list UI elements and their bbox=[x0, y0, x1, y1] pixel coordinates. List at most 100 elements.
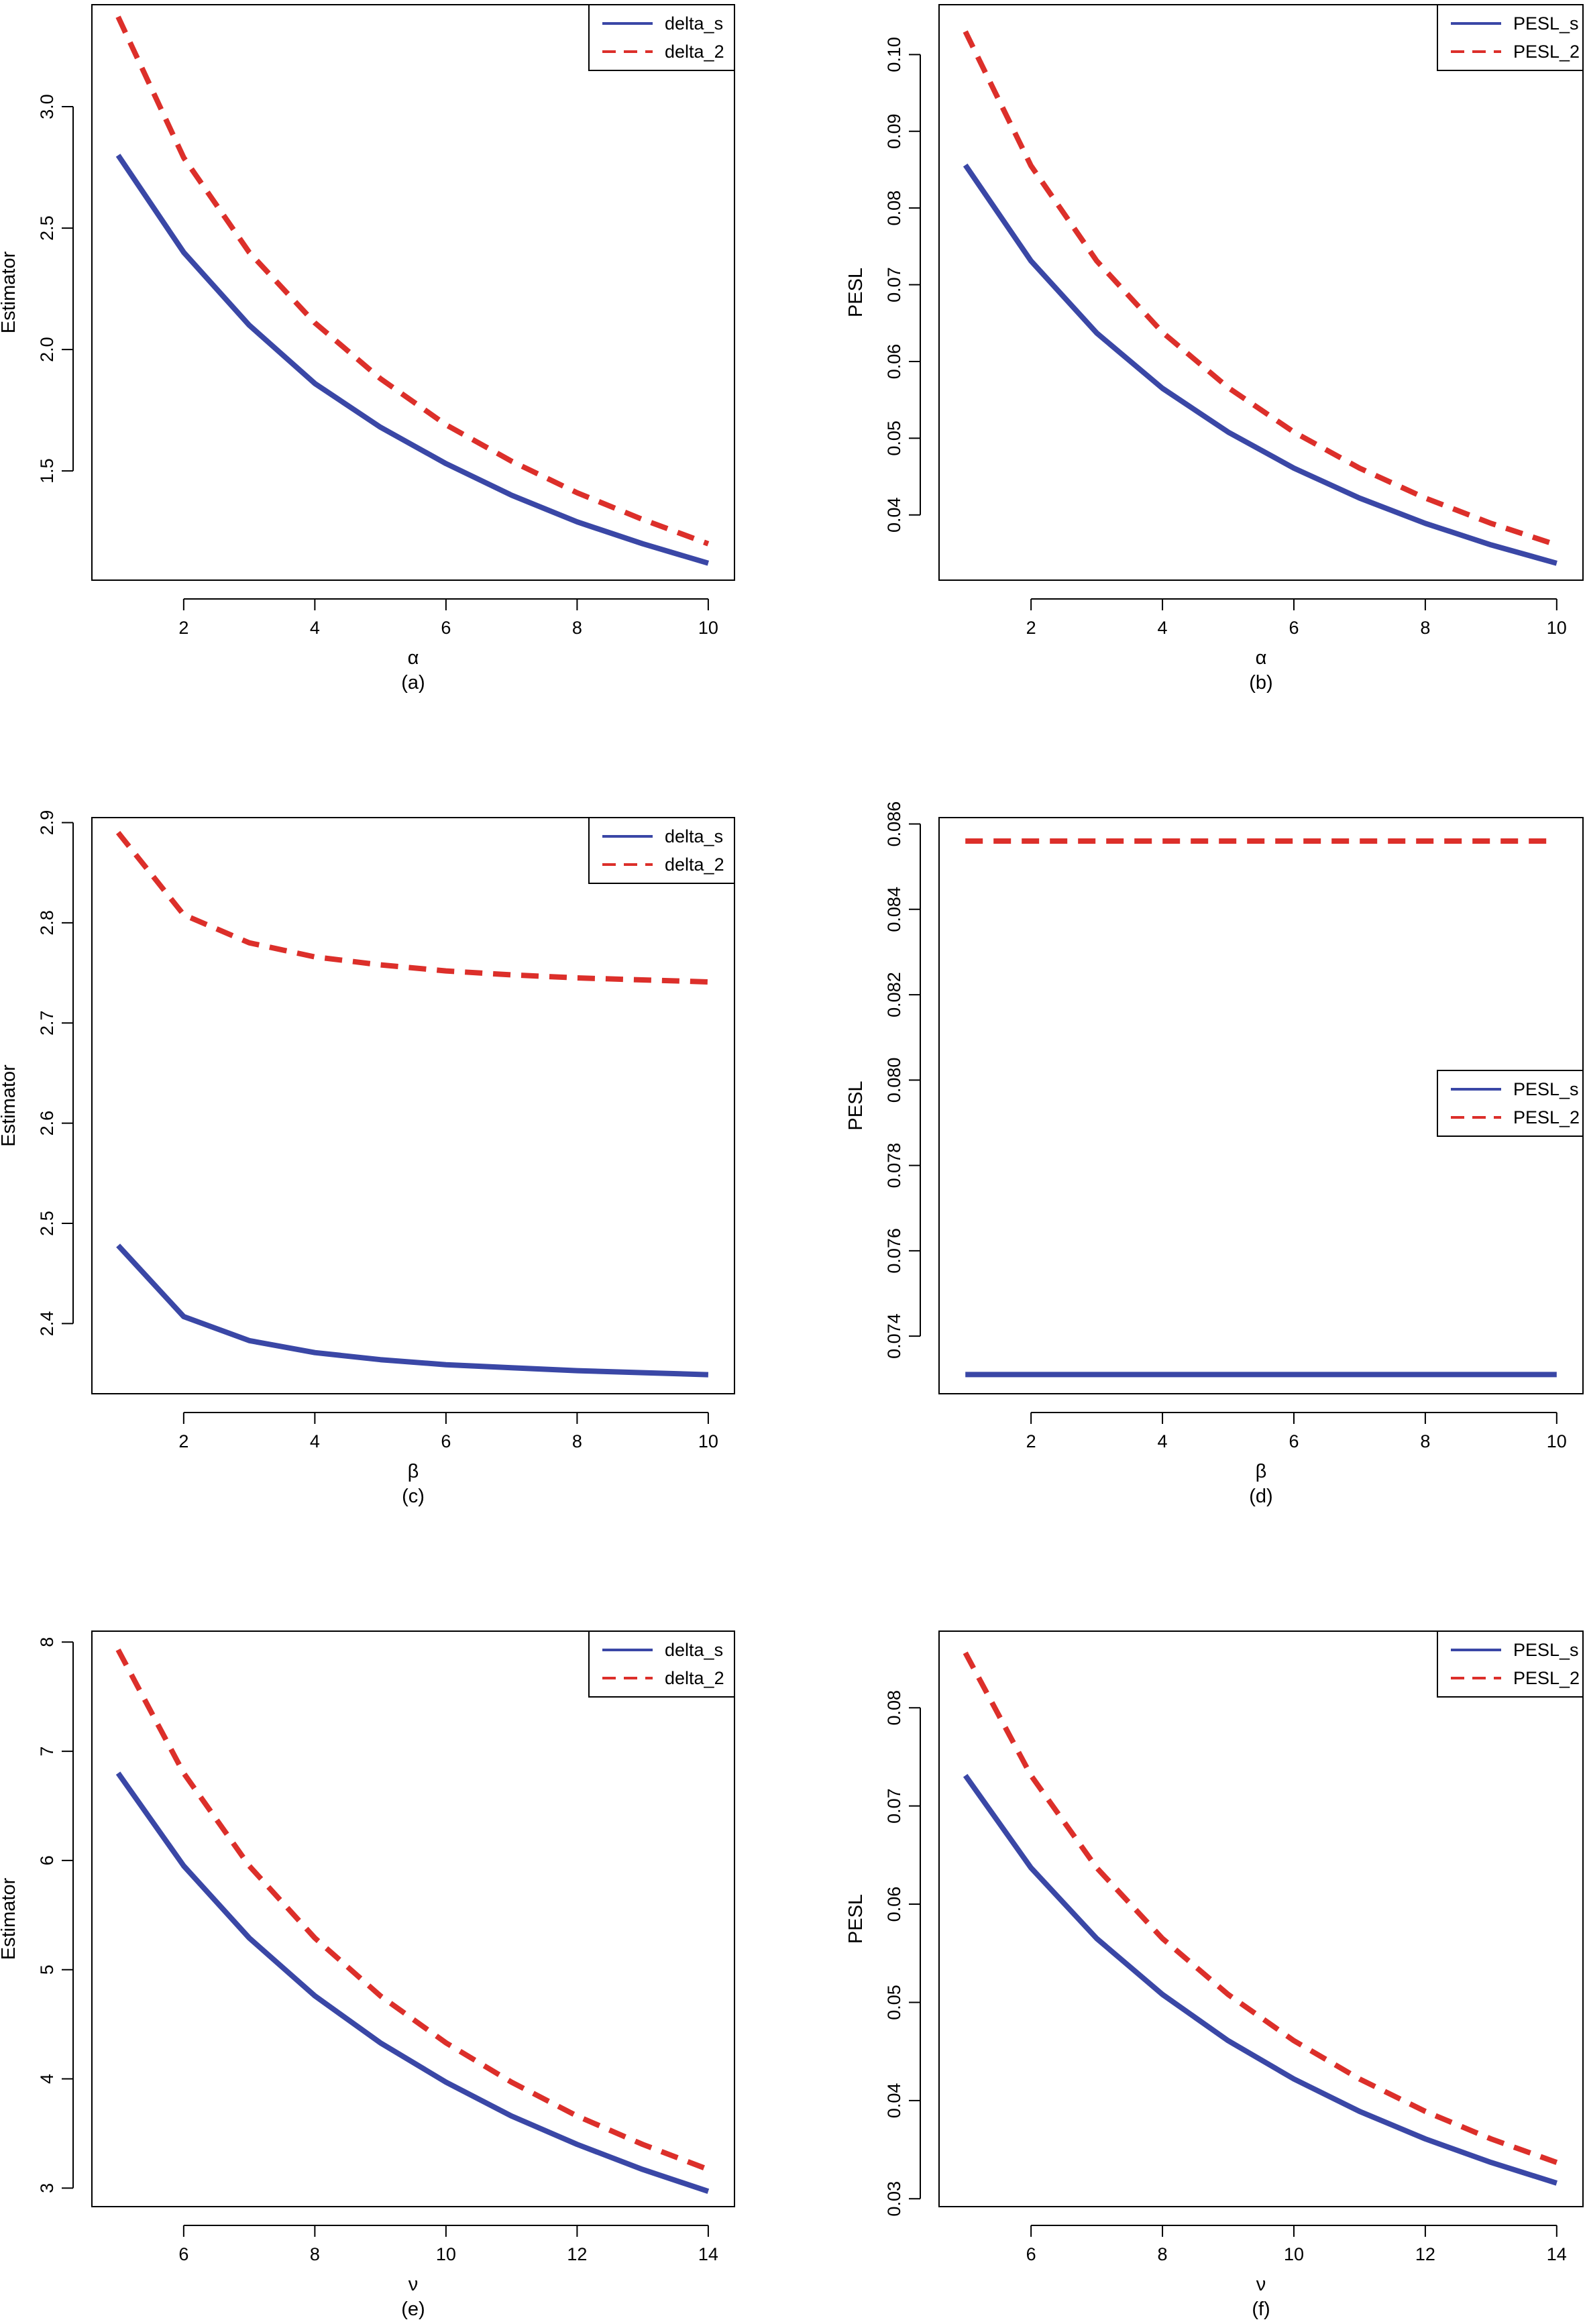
legend-entry: PESL_s bbox=[1513, 1079, 1579, 1099]
y-axis-title: PESL bbox=[845, 1894, 867, 1944]
x-tick-label: 6 bbox=[1026, 2244, 1036, 2264]
x-tick-label: 12 bbox=[567, 2244, 587, 2264]
x-tick-label: 8 bbox=[310, 2244, 320, 2264]
legend: delta_s delta_2 bbox=[588, 1630, 735, 1698]
series-line-delta-s bbox=[115, 1771, 710, 2194]
legend: delta_s delta_2 bbox=[588, 4, 735, 71]
panel-label: (b) bbox=[1249, 672, 1272, 694]
legend-entry: delta_2 bbox=[665, 854, 724, 875]
x-tick-label: 12 bbox=[1415, 2244, 1435, 2264]
y-tick-label: 0.080 bbox=[884, 1058, 904, 1103]
legend-box bbox=[588, 4, 735, 71]
x-axis-title: α bbox=[408, 647, 419, 669]
y-axis-title: PESL bbox=[845, 1081, 867, 1130]
panel-label: (c) bbox=[402, 1486, 425, 1507]
x-tick-label: 4 bbox=[1158, 618, 1168, 638]
x-tick-label: 2 bbox=[1026, 618, 1036, 638]
legend-entry: PESL_2 bbox=[1513, 42, 1580, 62]
y-tick-label: 0.07 bbox=[884, 1788, 904, 1824]
x-tick-label: 10 bbox=[1547, 618, 1567, 638]
x-tick-label: 4 bbox=[310, 618, 320, 638]
chart-panel-a: 2 4 6 8 10 1.5 2.0 2.5 3.0 α (a) Estimator delta_sde… bbox=[0, 4, 735, 694]
y-tick-label: 2.8 bbox=[37, 910, 57, 936]
x-axis-title: α bbox=[1256, 647, 1267, 669]
y-tick-label: 2.0 bbox=[37, 337, 57, 362]
legend-entry: delta_s bbox=[665, 826, 723, 846]
y-tick-label: 7 bbox=[37, 1747, 57, 1757]
x-tick-label: 10 bbox=[698, 1431, 718, 1451]
y-tick-label: 3.0 bbox=[37, 94, 57, 119]
legend-entry: PESL_s bbox=[1513, 1640, 1579, 1660]
series-line-delta-s bbox=[115, 154, 710, 566]
legend-entry: PESL_s bbox=[1513, 13, 1579, 34]
y-tick-label: 0.082 bbox=[884, 972, 904, 1017]
panel-label: (d) bbox=[1249, 1486, 1272, 1507]
legend: delta_s delta_2 bbox=[588, 817, 735, 884]
x-tick-label: 14 bbox=[698, 2244, 718, 2264]
x-axis-title: β bbox=[408, 1461, 419, 1482]
panel-label: (f) bbox=[1252, 2299, 1270, 2320]
legend-box bbox=[588, 1630, 735, 1698]
panel-label: (e) bbox=[401, 2299, 425, 2320]
y-axis-title: Estimator bbox=[0, 251, 19, 333]
x-tick-label: 8 bbox=[572, 1431, 582, 1451]
plot-frame bbox=[91, 817, 735, 1394]
chart-panel-e: 6 8 10 12 14345678ν(e)Estimatordelta_sdelta_… bbox=[0, 1630, 735, 2320]
legend-entry: PESL_2 bbox=[1513, 1107, 1580, 1127]
y-tick-label: 6 bbox=[37, 1855, 57, 1865]
x-tick-label: 4 bbox=[1158, 1431, 1168, 1451]
y-tick-label: 0.076 bbox=[884, 1228, 904, 1274]
legend-box bbox=[1437, 1630, 1584, 1698]
y-tick-label: 0.08 bbox=[884, 190, 904, 226]
x-tick-label: 6 bbox=[441, 618, 451, 638]
x-tick-label: 10 bbox=[698, 618, 718, 638]
legend-box bbox=[588, 817, 735, 884]
x-axis-title: β bbox=[1256, 1461, 1267, 1482]
chart-panel-b: 2 4 6 8 10 0.04 0.05 0.06 0.07 0.08 0.09 0.10 α (b) PE… bbox=[845, 4, 1584, 694]
y-tick-label: 8 bbox=[37, 1637, 57, 1647]
x-tick-label: 6 bbox=[1289, 618, 1299, 638]
y-tick-label: 0.06 bbox=[884, 1887, 904, 1922]
y-tick-label: 0.05 bbox=[884, 1985, 904, 2020]
x-tick-label: 10 bbox=[1547, 1431, 1567, 1451]
x-tick-label: 2 bbox=[178, 1431, 188, 1451]
y-tick-label: 0.078 bbox=[884, 1143, 904, 1188]
chart-panel-c: 2 4 6 8 10 2.4 2.5 2.6 2.7 2.8 2.9 β (c) Estimator del… bbox=[0, 810, 735, 1507]
y-tick-label: 0.06 bbox=[884, 344, 904, 380]
legend-box bbox=[1437, 4, 1584, 71]
series-line-delta-2 bbox=[115, 15, 710, 547]
legend-entry: delta_2 bbox=[665, 42, 724, 62]
legend-entry: delta_s bbox=[665, 13, 723, 34]
series-line-pesl-2 bbox=[963, 30, 1558, 548]
legend-entry: delta_2 bbox=[665, 1668, 724, 1688]
plot-frame bbox=[938, 1630, 1584, 2207]
x-tick-label: 10 bbox=[436, 2244, 456, 2264]
x-tick-label: 8 bbox=[572, 618, 582, 638]
legend: PESL_s PESL_2 bbox=[1437, 1070, 1584, 1137]
chart-panel-d: 2 4 6 8 10 0.074 0.076 0.078 0.080 0.082 0.084 0.08… bbox=[845, 801, 1584, 1507]
series-line-delta-2 bbox=[115, 830, 709, 985]
y-tick-label: 2.6 bbox=[37, 1111, 57, 1136]
series-line-pesl-s bbox=[963, 163, 1557, 566]
panel-label: (a) bbox=[401, 672, 425, 694]
y-tick-label: 2.5 bbox=[37, 1211, 57, 1236]
series-line-delta-2 bbox=[115, 1648, 710, 2172]
y-tick-label: 1.5 bbox=[37, 458, 57, 484]
x-tick-label: 6 bbox=[178, 2244, 188, 2264]
chart-panel-f: 6 8 10 12 14 0.03 0.04 0.05 0.06 0.07 0.08 ν (f) PESL… bbox=[845, 1630, 1584, 2320]
series-line-delta-s bbox=[116, 1243, 709, 1378]
y-tick-label: 2.4 bbox=[37, 1311, 57, 1337]
y-tick-label: 4 bbox=[37, 2074, 57, 2084]
y-tick-label: 0.084 bbox=[884, 887, 904, 932]
x-axis-title: ν bbox=[408, 2274, 419, 2295]
x-tick-label: 8 bbox=[1420, 1431, 1430, 1451]
x-tick-label: 6 bbox=[1289, 1431, 1299, 1451]
legend: PESL_s PESL_2 bbox=[1437, 1630, 1584, 1698]
x-tick-label: 2 bbox=[1026, 1431, 1036, 1451]
y-tick-label: 0.074 bbox=[884, 1313, 904, 1359]
y-tick-label: 0.08 bbox=[884, 1690, 904, 1726]
legend-entry: delta_s bbox=[665, 1640, 723, 1660]
legend-box bbox=[1437, 1070, 1584, 1137]
x-tick-label: 4 bbox=[310, 1431, 320, 1451]
